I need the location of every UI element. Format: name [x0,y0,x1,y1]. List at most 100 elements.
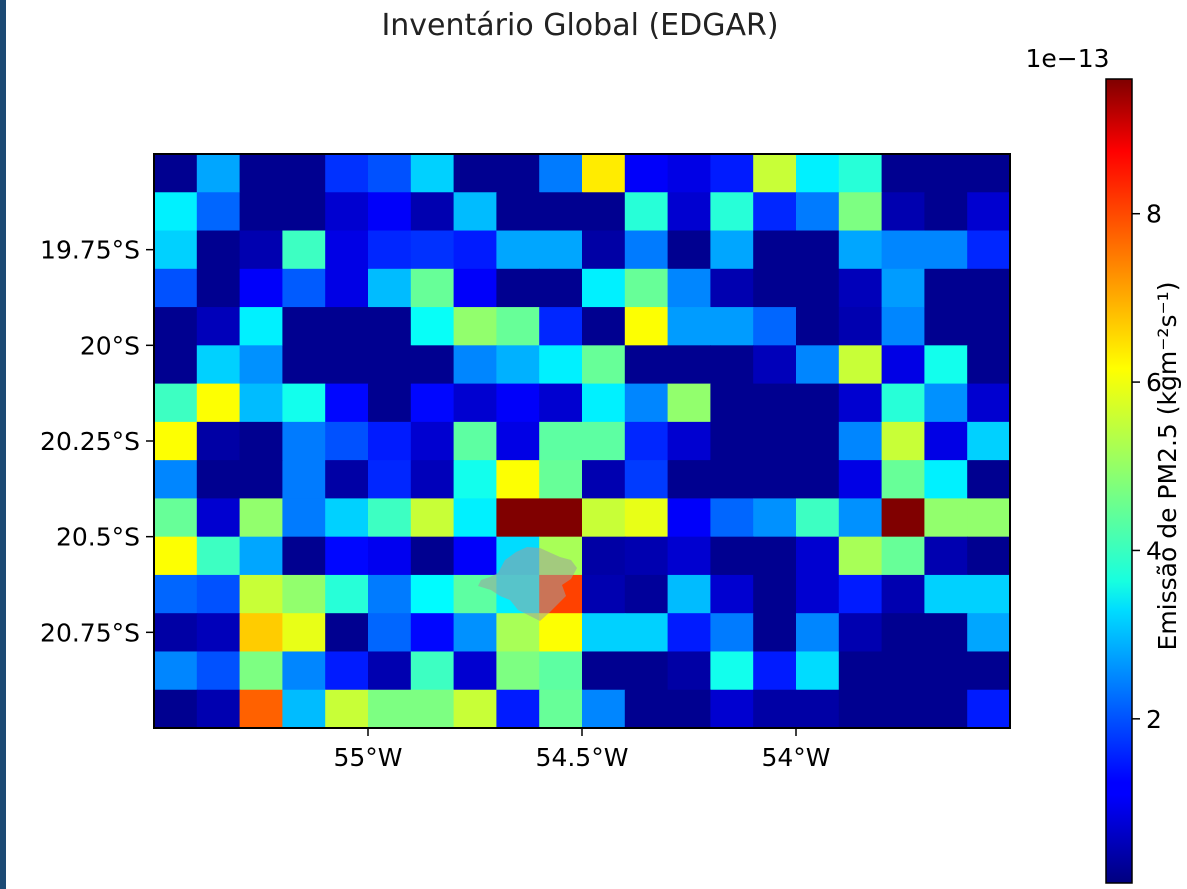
heatmap-cell [924,460,968,499]
heatmap-cell [539,192,583,232]
heatmap-cell [838,536,883,576]
heatmap-cell [838,307,883,346]
heatmap-cell [838,574,883,614]
heatmap-cell [410,383,455,423]
heatmap-cell [710,498,754,538]
colorbar-tick-label: 4 [1146,536,1162,565]
heatmap-cell [325,383,369,423]
heatmap-cell [881,230,925,270]
heatmap-cell [410,613,455,653]
heatmap-cell [368,345,412,385]
colorbar [1105,78,1133,884]
heatmap-cell [539,345,583,385]
heatmap-cell [582,345,626,385]
heatmap-cell [582,230,626,270]
heatmap-cell [710,307,754,346]
heatmap-cell [453,268,497,308]
heatmap-cell [453,460,497,499]
heatmap-cell [667,613,711,653]
heatmap-cell [624,307,669,346]
heatmap-cell [410,574,455,614]
heatmap-cell [239,460,283,499]
heatmap-cell [796,498,840,538]
heatmap-cell [239,192,283,232]
x-tick-label: 54.5°W [536,743,629,772]
heatmap-cell [368,383,412,423]
heatmap-cell [325,651,369,691]
heatmap-cell [667,192,711,232]
heatmap-cell [496,651,540,691]
heatmap-cell [967,268,1011,308]
heatmap-cell [239,383,283,423]
heatmap-cell [282,498,326,538]
heatmap-cell [753,574,797,614]
heatmap-cell [453,651,497,691]
heatmap-cell [325,498,369,538]
heatmap-cell [582,498,626,538]
heatmap-cell [325,689,369,729]
heatmap-cells [154,154,1011,729]
heatmap-cell [368,268,412,308]
heatmap-cell [667,421,711,461]
heatmap-cell [624,421,669,461]
heatmap-cell [582,383,626,423]
heatmap-cell [796,421,840,461]
heatmap-cell [796,689,840,729]
heatmap-cell [624,498,669,538]
heatmap-cell [410,268,455,308]
heatmap-cell [154,536,198,576]
heatmap-cell [710,651,754,691]
heatmap-cell [496,230,540,270]
heatmap-cell [624,268,669,308]
heatmap-cell [881,268,925,308]
heatmap-cell [710,192,754,232]
heatmap-cell [624,613,669,653]
heatmap-cell [154,345,198,385]
heatmap-cell [282,307,326,346]
heatmap-cell [667,154,711,193]
chart-title: Inventário Global (EDGAR) [381,8,779,43]
heatmap-cell [410,192,455,232]
heatmap-cell [453,307,497,346]
heatmap-cell [154,421,198,461]
heatmap-cell [282,345,326,385]
heatmap-cell [453,383,497,423]
heatmap-cell [753,460,797,499]
heatmap-cell [453,192,497,232]
heatmap-cell [967,154,1011,193]
heatmap-cell [667,536,711,576]
colorbar-label: Emissão de PM2.5 (kgm⁻²s⁻¹) [1153,281,1182,651]
heatmap-cell [753,307,797,346]
heatmap-cell [282,230,326,270]
heatmap-cell [838,345,883,385]
heatmap-cell [154,154,198,193]
heatmap-cell [196,536,241,576]
heatmap-cell [924,345,968,385]
heatmap-cell [881,651,925,691]
heatmap-cell [539,230,583,270]
heatmap-cell [924,192,968,232]
heatmap-cell [624,345,669,385]
heatmap-cell [539,154,583,193]
heatmap-cell [368,613,412,653]
heatmap-cell [582,307,626,346]
heatmap-cell [838,498,883,538]
heatmap-cell [196,651,241,691]
heatmap-cell [924,536,968,576]
heatmap-cell [539,498,583,538]
heatmap-cell [496,192,540,232]
heatmap-cell [796,574,840,614]
heatmap-cell [924,154,968,193]
heatmap-cell [239,154,283,193]
heatmap-cell [753,154,797,193]
x-tick-label: 55°W [333,743,402,772]
heatmap-cell [239,536,283,576]
y-tick-label: 20.25°S [40,427,140,456]
heatmap-cell [710,345,754,385]
heatmap-cell [838,154,883,193]
heatmap-cell [154,574,198,614]
heatmap-cell [282,154,326,193]
heatmap-cell [924,230,968,270]
heatmap-cell [325,574,369,614]
